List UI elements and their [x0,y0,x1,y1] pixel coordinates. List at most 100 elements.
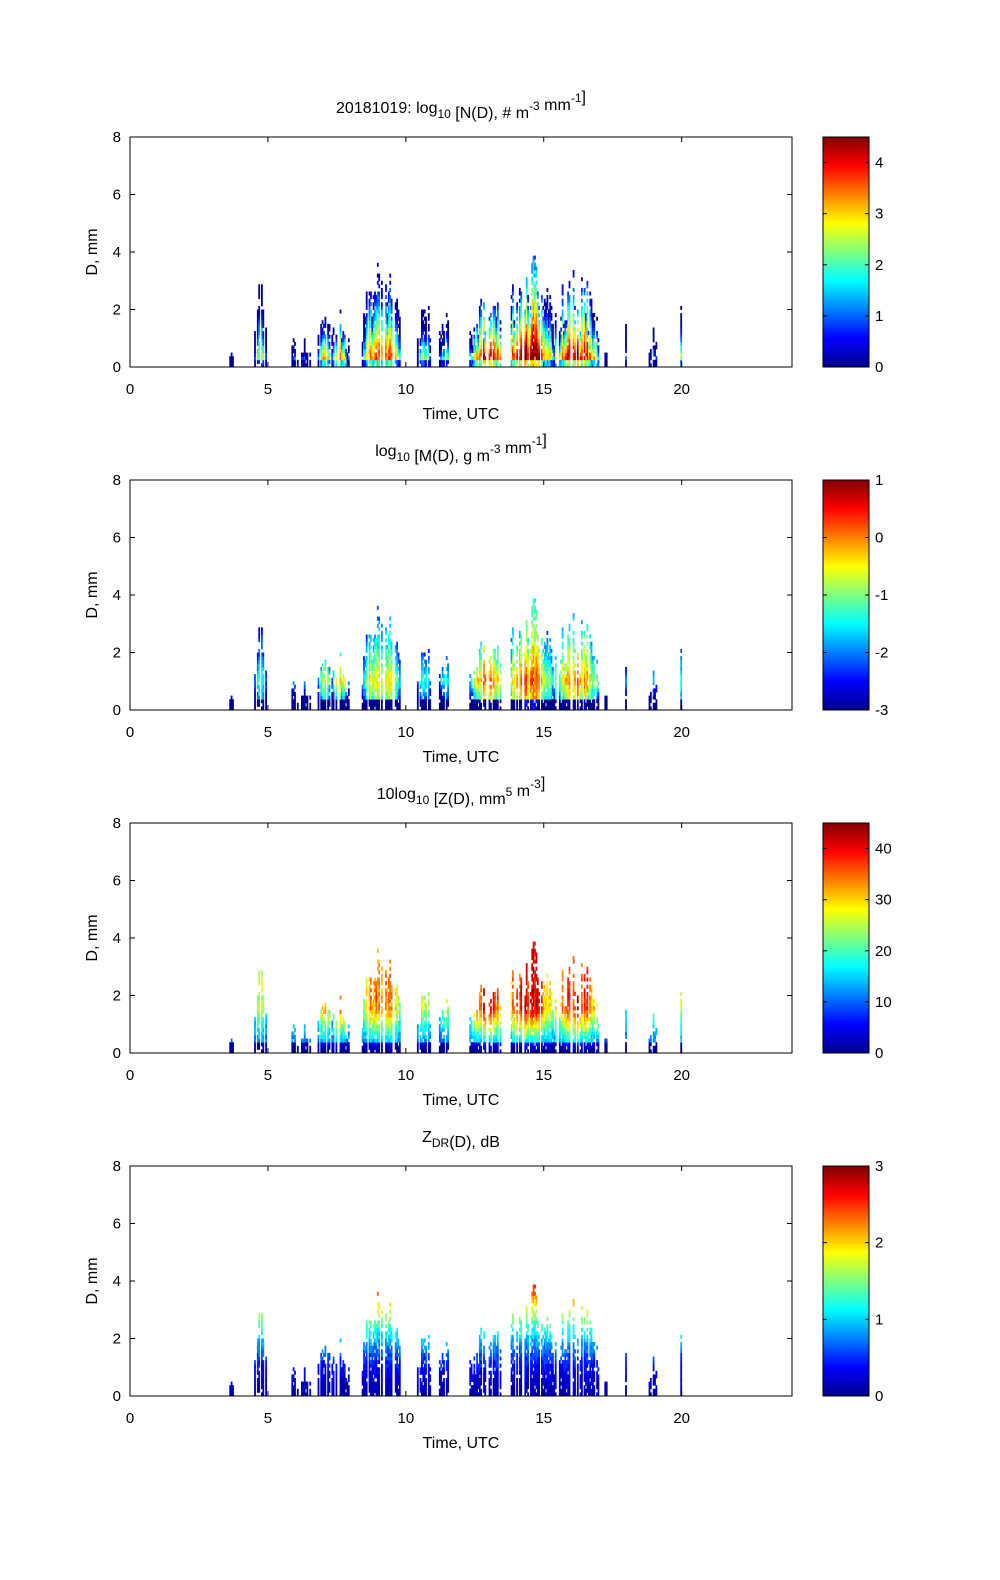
heatmap-cell [490,341,492,346]
heatmap-cell [394,695,397,700]
heatmap-cell [261,706,263,711]
heatmap-cell [572,313,575,318]
heatmap-cell [385,341,387,346]
heatmap-cell [425,334,427,339]
heatmap-cell [378,706,381,711]
heatmap-cell [513,1038,516,1043]
heatmap-cell [327,1049,329,1054]
heatmap-cell [543,656,546,661]
heatmap-cell [254,341,256,346]
heatmap-cell [305,695,307,700]
heatmap-cell [258,291,261,296]
heatmap-cell [625,684,627,689]
heatmap-cell [520,984,523,989]
heatmap-cell [469,1017,472,1022]
heatmap-cell [516,991,518,996]
heatmap-cell [378,641,381,646]
heatmap-cell [520,1002,523,1007]
heatmap-cell [389,1024,392,1029]
panel-md: log10 [M(D), g m-3 mm-1]0 5 10 15 2002468Tim… [84,432,888,766]
heatmap-cell [496,645,499,650]
heatmap-cell [258,634,261,639]
heatmap-cell [476,1042,478,1047]
heatmap-cell [320,1009,323,1014]
heatmap-cell [567,345,569,350]
heatmap-cell [546,349,549,353]
heatmap-cell [525,638,528,643]
heatmap-cell [361,688,364,693]
heatmap-cell [538,334,540,339]
heatmap-cell [343,341,346,346]
heatmap-cell [324,363,327,368]
heatmap-cell [476,681,478,686]
heatmap-cell [370,688,372,693]
heatmap-cell [381,1038,383,1043]
heatmap-cell [385,652,387,657]
heatmap-cell [390,316,393,321]
heatmap-cell [328,1038,331,1043]
heatmap-cell [387,1020,390,1025]
heatmap-cell [483,341,485,346]
heatmap-cell [387,699,390,704]
heatmap-cell [376,674,379,679]
heatmap-cell [320,359,323,364]
heatmap-cell [447,320,449,325]
heatmap-cell [680,699,683,704]
heatmap-cell [381,280,383,285]
heatmap-cell [495,677,498,682]
heatmap-cell [576,341,579,346]
heatmap-cell [558,334,561,339]
heatmap-cell [550,659,553,664]
heatmap-cell [534,255,536,260]
heatmap-cell [331,681,334,686]
heatmap-cell [365,1049,368,1054]
heatmap-cell [386,302,389,307]
heatmap-cell [363,313,365,318]
heatmap-cell [574,702,576,707]
heatmap-cell [443,331,445,336]
heatmap-cell [397,684,400,689]
heatmap-cell [370,659,372,664]
heatmap-cell [375,309,378,314]
heatmap-cells [229,941,683,1054]
heatmap-cell [494,688,496,693]
heatmap-cell [324,341,327,346]
heatmap-cell [469,1035,472,1039]
heatmap-cell [561,334,564,339]
heatmap-cell [546,345,549,350]
heatmap-cell [230,352,233,357]
heatmap-cell [541,334,543,339]
heatmap-cell [385,674,387,679]
heatmap-cell [625,688,627,693]
heatmap-cell [476,702,478,707]
heatmap-cell [364,1017,367,1022]
heatmap-cell [374,323,376,328]
heatmap-cell [480,327,483,332]
heatmap-cell [396,677,398,682]
heatmap-cell [371,349,374,353]
heatmap-cell [335,1020,338,1025]
heatmap-cell [527,666,529,671]
heatmap-cell [568,313,571,318]
heatmap-cell [365,1045,368,1050]
heatmap-cell [385,302,387,307]
heatmap-cell [427,327,430,332]
heatmap-cell [396,1009,398,1014]
heatmap-cell [476,323,478,328]
heatmap-cell [480,641,483,646]
heatmap-cell [378,302,381,307]
heatmap-cell [368,656,371,661]
heatmap-cell [495,684,498,689]
heatmap-cell [303,1027,306,1032]
heatmap-cell [545,302,547,307]
heatmap-cell [396,1045,398,1050]
heatmap-cell [339,309,342,314]
heatmap-cell [396,656,398,661]
heatmap-cell [567,634,569,639]
heatmap-cell [547,659,550,664]
heatmap-cell [680,341,683,346]
heatmap-cell [480,656,483,661]
heatmap-cell [374,981,376,986]
heatmap-cell [597,688,600,693]
heatmap-cell [546,670,549,675]
